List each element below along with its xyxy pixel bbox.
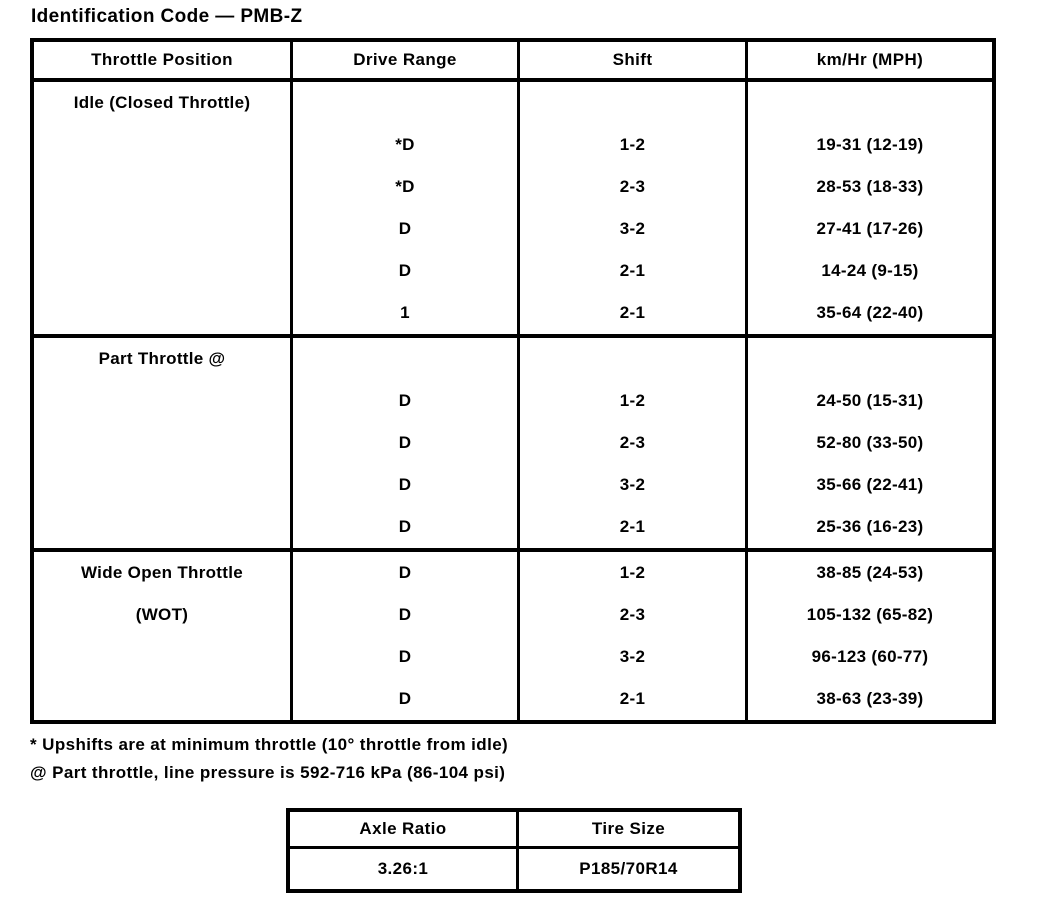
table-row: D 2-1 25-36 (16-23) [34,506,992,548]
column-header-speed: km/Hr (MPH) [816,50,924,69]
table-cell: 1-2 [520,552,748,594]
table-cell [34,380,293,422]
table-cell: 2-1 [520,250,748,292]
column-header-shift: Shift [520,42,748,78]
column-header-axle-ratio: Axle Ratio [290,812,519,846]
table-cell: 1 [293,292,520,334]
table-cell [34,250,293,292]
table-cell: 25-36 (16-23) [816,517,924,536]
table-cell [748,82,992,124]
table-cell: 35-64 (22-40) [816,303,924,322]
table-cell: 2-3 [520,422,748,464]
table-body: Idle (Closed Throttle) *D 1-2 19-31 (12-19)… [34,82,992,720]
table-cell: D [293,678,520,720]
page-title: Identification Code — PMB-Z [31,6,303,27]
table-cell: 28-53 (18-33) [816,177,924,196]
table-cell: 38-85 (24-53) [816,563,924,582]
table-cell [34,678,293,720]
tire-size-value: P185/70R14 [579,859,678,878]
table-cell [34,636,293,678]
footnote: @ Part throttle, line pressure is 592-71… [30,763,506,782]
table-cell: 2-3 [520,594,748,636]
table-row: D 3-2 35-66 (22-41) [34,464,992,506]
table-row: D 2-1 38-63 (23-39) [34,678,992,720]
column-header-throttle-position: Throttle Position [34,42,293,78]
table-cell: 2-1 [520,678,748,720]
table-cell [34,292,293,334]
table-cell: D [293,552,520,594]
table-cell: 19-31 (12-19) [816,135,924,154]
table-cell: 1-2 [520,124,748,166]
footnotes: * Upshifts are at minimum throttle (10° … [30,731,508,787]
table-cell: 14-24 (9-15) [821,261,919,280]
table-cell: 2-1 [520,506,748,548]
table-row: *D 1-2 19-31 (12-19) [34,124,992,166]
table-cell [34,464,293,506]
table-row: D 1-2 24-50 (15-31) [34,380,992,422]
table-cell [34,124,293,166]
table-row: D 3-2 27-41 (17-26) [34,208,992,250]
table-cell: 3-2 [520,208,748,250]
spec-value-row: 3.26:1 P185/70R14 [290,849,738,889]
axle-ratio-value: 3.26:1 [290,849,519,889]
table-row: Idle (Closed Throttle) [34,82,992,124]
table-cell [748,338,992,380]
table-section: Wide Open Throttle D 1-2 38-85 (24-53) (WOT)… [34,548,992,720]
table-cell: D [293,506,520,548]
table-cell: D [293,464,520,506]
table-cell: 1-2 [520,380,748,422]
table-cell: D [293,594,520,636]
spec-header-row: Axle Ratio Tire Size [290,812,738,849]
table-cell: 3-2 [520,464,748,506]
shift-speed-table: Throttle Position Drive Range Shift km/H… [30,38,996,724]
table-row: D 3-2 96-123 (60-77) [34,636,992,678]
table-header-row: Throttle Position Drive Range Shift km/H… [34,42,992,82]
table-row: D 2-1 14-24 (9-15) [34,250,992,292]
table-cell: 105-132 (65-82) [806,605,934,624]
table-row: *D 2-3 28-53 (18-33) [34,166,992,208]
table-cell: 3-2 [520,636,748,678]
table-row: Part Throttle @ [34,338,992,380]
table-cell: D [293,422,520,464]
table-cell: 27-41 (17-26) [816,219,924,238]
column-header-drive-range: Drive Range [293,42,520,78]
table-cell [520,338,748,380]
table-cell: *D [293,166,520,208]
table-cell [520,82,748,124]
table-cell: 2-1 [520,292,748,334]
axle-tire-table: Axle Ratio Tire Size 3.26:1 P185/70R14 [286,808,742,893]
table-cell: 38-63 (23-39) [816,689,924,708]
table-cell [34,422,293,464]
table-cell: 2-3 [520,166,748,208]
table-cell [34,166,293,208]
table-cell: 52-80 (33-50) [816,433,924,452]
table-cell: 24-50 (15-31) [816,391,924,410]
table-row: 1 2-1 35-64 (22-40) [34,292,992,334]
table-section: Part Throttle @ D 1-2 24-50 (15-31) D 2-3 52-8… [34,334,992,548]
table-section: Idle (Closed Throttle) *D 1-2 19-31 (12-19)… [34,82,992,334]
table-cell: D [293,250,520,292]
table-cell: Wide Open Throttle [34,552,293,594]
table-row: D 2-3 52-80 (33-50) [34,422,992,464]
table-cell [293,338,520,380]
table-cell [34,208,293,250]
table-cell [293,82,520,124]
table-cell: Part Throttle @ [34,338,293,380]
table-cell: D [293,380,520,422]
table-row: (WOT) D 2-3 105-132 (65-82) [34,594,992,636]
column-header-tire-size: Tire Size [591,819,666,838]
table-cell: D [293,208,520,250]
table-cell: 35-66 (22-41) [816,475,924,494]
table-cell: *D [293,124,520,166]
table-cell: (WOT) [34,594,293,636]
table-cell: Idle (Closed Throttle) [34,82,293,124]
footnote: * Upshifts are at minimum throttle (10° … [30,735,509,754]
table-cell: 96-123 (60-77) [811,647,929,666]
table-row: Wide Open Throttle D 1-2 38-85 (24-53) [34,552,992,594]
table-cell: D [293,636,520,678]
table-cell [34,506,293,548]
